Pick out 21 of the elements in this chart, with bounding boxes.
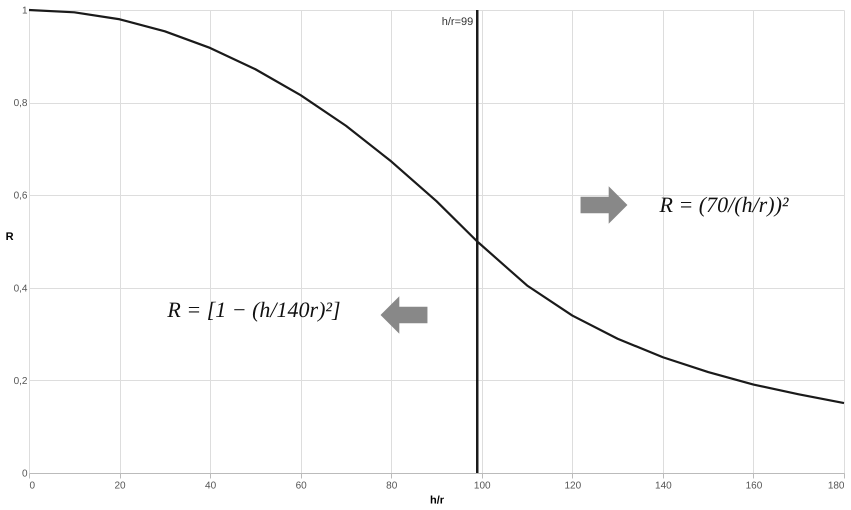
y-tick-label: 0 xyxy=(22,468,28,480)
y-tick-label: 0,2 xyxy=(14,376,28,387)
y-axis-title: R xyxy=(6,231,14,243)
x-tick-label: 40 xyxy=(205,480,217,492)
x-tick-label: 100 xyxy=(474,480,492,492)
x-tick-label: 140 xyxy=(655,480,672,492)
x-tick-label: 20 xyxy=(114,480,126,492)
x-tick-label: 60 xyxy=(296,480,308,492)
annotation: R = [1 − (h/140r)²] xyxy=(166,297,341,322)
y-tick-label: 0,4 xyxy=(14,283,28,294)
y-tick-label: 1 xyxy=(22,6,28,16)
annotation: R = (70/(h/r))² xyxy=(658,192,789,217)
x-axis-title: h/r xyxy=(430,494,445,506)
y-tick-label: 0,8 xyxy=(14,98,28,110)
ref-line-label: h/r=99 xyxy=(442,16,474,28)
x-tick-label: 180 xyxy=(828,480,845,492)
x-tick-label: 0 xyxy=(30,480,36,492)
x-tick-label: 80 xyxy=(386,480,398,492)
y-tick-label: 0,6 xyxy=(14,190,28,202)
x-tick-label: 120 xyxy=(564,480,582,492)
x-tick-label: 160 xyxy=(746,480,763,492)
